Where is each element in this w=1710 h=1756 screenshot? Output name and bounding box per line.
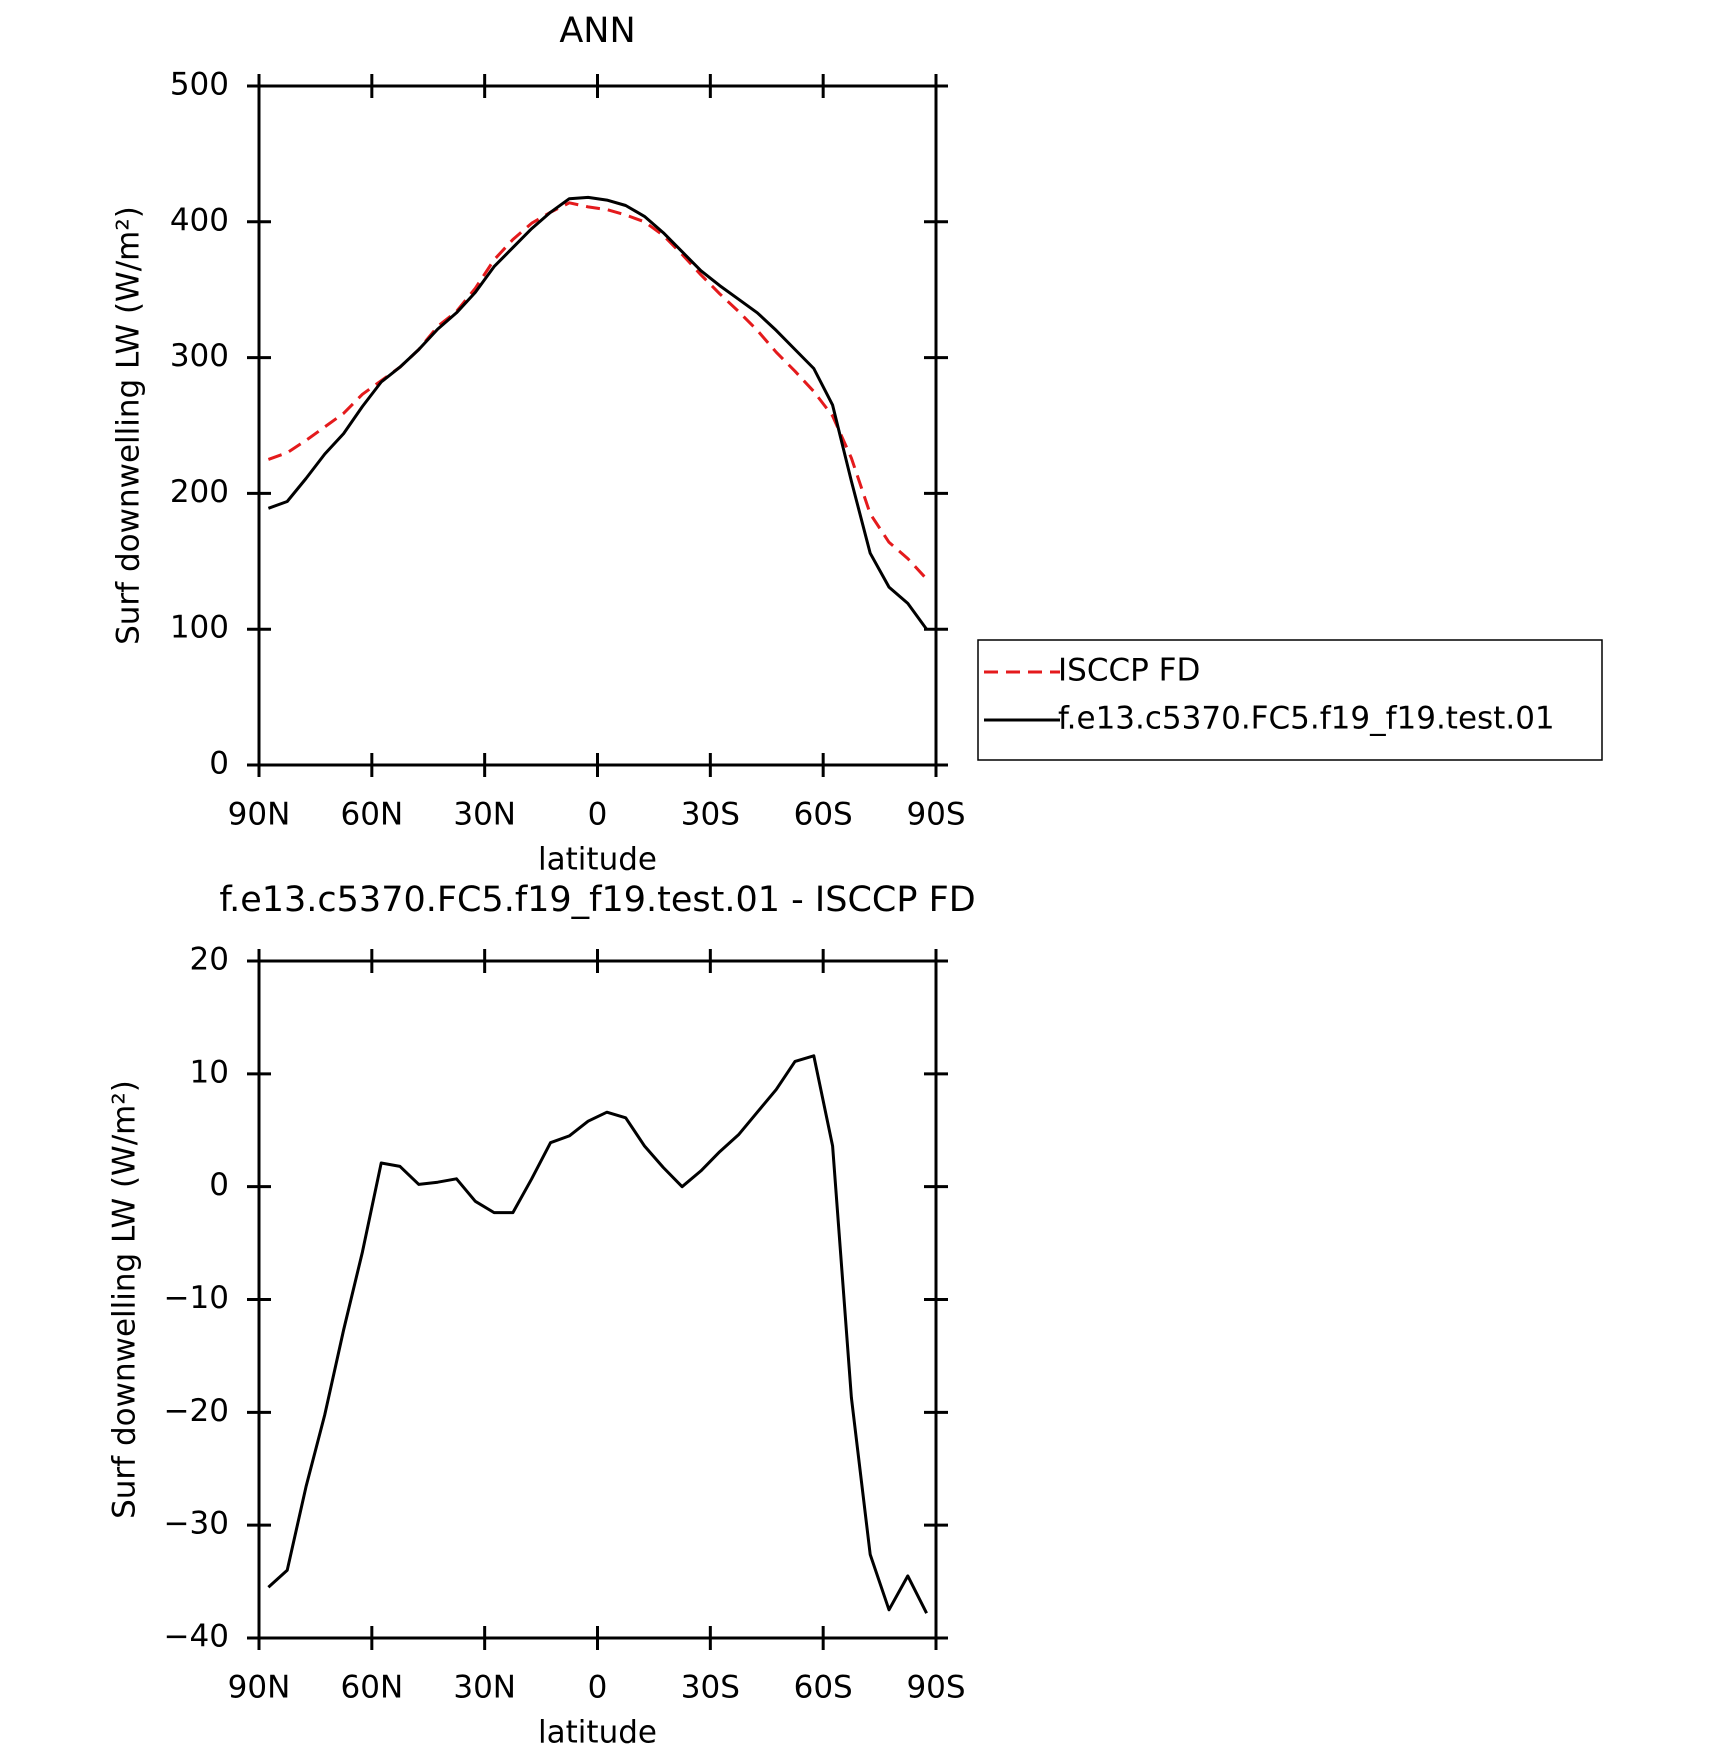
x-axis-label: latitude xyxy=(538,842,657,878)
y-tick-label: 400 xyxy=(170,202,229,238)
y-tick-label: 10 xyxy=(190,1054,229,1090)
x-tick-label: 60N xyxy=(341,797,404,833)
chart-title: f.e13.c5370.FC5.f19_f19.test.01 - ISCCP … xyxy=(219,880,975,920)
x-tick-label: 90N xyxy=(228,797,291,833)
y-axis-label: Surf downwelling LW (W/m²) xyxy=(111,206,147,645)
y-axis-label: Surf downwelling LW (W/m²) xyxy=(107,1080,143,1519)
x-tick-label: 0 xyxy=(588,1670,608,1706)
chart-title: ANN xyxy=(559,11,635,51)
x-tick-label: 30S xyxy=(681,1670,740,1706)
x-tick-label: 60N xyxy=(341,1670,404,1706)
y-tick-label: 300 xyxy=(170,338,229,374)
x-axis-label: latitude xyxy=(538,1715,657,1751)
data-line xyxy=(267,195,928,631)
y-tick-label: 100 xyxy=(170,610,229,646)
x-tick-label: 90S xyxy=(906,1670,965,1706)
x-tick-label: 90N xyxy=(228,1670,291,1706)
y-tick-label: −30 xyxy=(164,1506,229,1542)
x-tick-label: 90S xyxy=(906,797,965,833)
plot-frame xyxy=(257,84,938,767)
data-line xyxy=(267,1054,928,1614)
y-tick-label: 200 xyxy=(170,474,229,510)
x-tick-label: 30N xyxy=(453,797,516,833)
y-tick-label: −20 xyxy=(164,1393,229,1429)
legend-label: ISCCP FD xyxy=(1058,653,1200,689)
y-tick-label: 0 xyxy=(209,746,229,782)
y-tick-label: 0 xyxy=(209,1167,229,1203)
y-tick-label: −40 xyxy=(164,1619,229,1655)
data-line xyxy=(267,201,928,581)
x-tick-label: 30N xyxy=(453,1670,516,1706)
y-tick-label: −10 xyxy=(164,1280,229,1316)
x-tick-label: 60S xyxy=(794,797,853,833)
y-tick-label: 500 xyxy=(170,67,229,103)
legend-label: f.e13.c5370.FC5.f19_f19.test.01 xyxy=(1058,701,1555,737)
x-tick-label: 60S xyxy=(794,1670,853,1706)
legend-box xyxy=(977,639,1603,761)
plot-frame xyxy=(257,959,938,1640)
x-tick-label: 30S xyxy=(681,797,740,833)
x-tick-label: 0 xyxy=(588,797,608,833)
y-tick-label: 20 xyxy=(190,942,229,978)
